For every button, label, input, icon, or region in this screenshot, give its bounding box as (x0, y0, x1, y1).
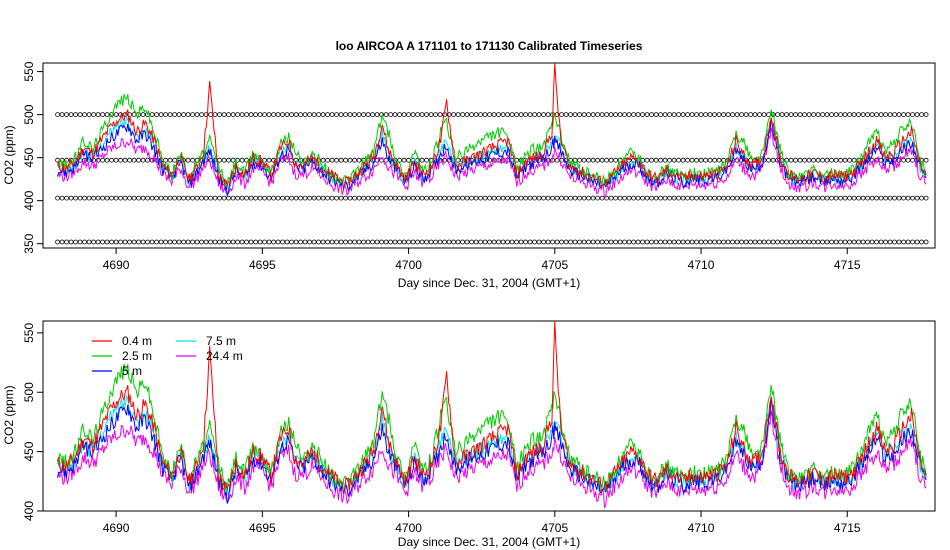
bottom-series-line-4 (57, 410, 927, 509)
bottom-y-tick-label-3: 550 (22, 323, 36, 343)
top-y-tick-label-4: 550 (22, 61, 36, 81)
bottom-y-axis: 400 450 500 550 (22, 323, 43, 521)
bottom-x-tick-label-4: 4710 (688, 521, 715, 535)
top-reference-levels (55, 112, 929, 245)
top-series-line-4 (57, 127, 927, 199)
top-x-axis: 4690 4695 4700 4705 4710 4715 (103, 248, 861, 272)
top-x-tick-label-2: 4700 (395, 258, 422, 272)
top-x-tick-label-3: 4705 (541, 258, 568, 272)
bottom-panel: 4690 4695 4700 4705 4710 4715 400 450 500 550 Da… (2, 320, 936, 549)
legend-label-2: 5 m (122, 364, 142, 378)
legend-entry-1: 2.5 m (92, 349, 152, 363)
top-x-tick-label-0: 4690 (103, 258, 130, 272)
top-reference-level-2 (55, 195, 929, 201)
bottom-series-lines (57, 320, 927, 509)
top-y-tick-label-1: 400 (22, 190, 36, 210)
legend-entry-2: 5 m (92, 364, 142, 378)
top-series-lines (57, 62, 927, 199)
legend-entry-4: 24.4 m (176, 349, 243, 363)
top-panel: loo AIRCOA A 171101 to 171130 Calibrated… (2, 39, 936, 290)
legend-entry-3: 7.5 m (176, 334, 236, 348)
bottom-y-tick-label-0: 400 (22, 501, 36, 521)
bottom-series-line-1 (57, 363, 927, 492)
top-series-line-0 (57, 62, 927, 189)
legend-label-3: 7.5 m (206, 334, 236, 348)
bottom-y-tick-label-2: 500 (22, 382, 36, 402)
bottom-x-tick-label-2: 4700 (395, 521, 422, 535)
bottom-x-axis: 4690 4695 4700 4705 4710 4715 (103, 511, 861, 535)
bottom-x-tick-label-0: 4690 (103, 521, 130, 535)
bottom-x-tick-label-3: 4705 (541, 521, 568, 535)
top-x-axis-label: Day since Dec. 31, 2004 (GMT+1) (398, 276, 580, 290)
top-reference-level-3 (55, 239, 929, 245)
legend-label-0: 0.4 m (122, 334, 152, 348)
bottom-plot-frame (42, 320, 936, 512)
top-y-tick-label-0: 350 (22, 233, 36, 253)
top-x-tick-label-5: 4715 (834, 258, 861, 272)
top-y-tick-label-2: 450 (22, 147, 36, 167)
legend-label-1: 2.5 m (122, 349, 152, 363)
top-reference-level-0 (55, 112, 929, 117)
top-y-tick-label-3: 500 (22, 104, 36, 124)
legend: 0.4 m2.5 m5 m 7.5 m24.4 m (92, 334, 243, 378)
top-plot-frame (42, 62, 936, 249)
legend-label-4: 24.4 m (206, 349, 243, 363)
top-y-axis: 350 400 450 500 550 (22, 61, 43, 254)
top-x-tick-label-1: 4695 (249, 258, 276, 272)
top-y-axis-label: CO2 (ppm) (2, 125, 16, 184)
bottom-series-line-0 (57, 320, 927, 494)
bottom-x-axis-label: Day since Dec. 31, 2004 (GMT+1) (398, 535, 580, 549)
bottom-y-tick-label-1: 450 (22, 441, 36, 461)
top-x-tick-label-4: 4710 (688, 258, 715, 272)
bottom-y-axis-label: CO2 (ppm) (2, 385, 16, 444)
bottom-x-tick-label-5: 4715 (834, 521, 861, 535)
bottom-x-tick-label-1: 4695 (249, 521, 276, 535)
top-series-line-1 (57, 93, 927, 188)
top-panel-title: loo AIRCOA A 171101 to 171130 Calibrated… (336, 39, 643, 53)
legend-entry-0: 0.4 m (92, 334, 152, 348)
